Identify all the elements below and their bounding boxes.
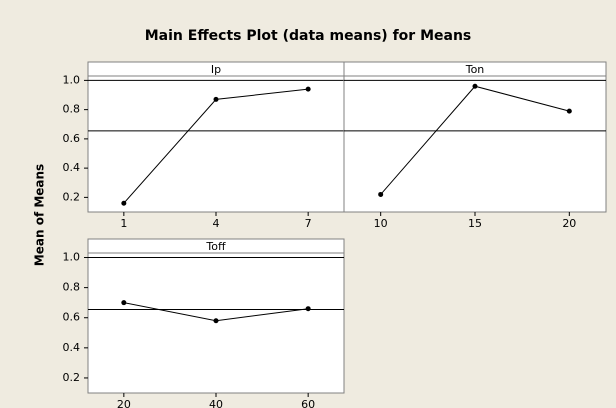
x-tick-label: 1 (120, 217, 127, 230)
plot-area (343, 75, 607, 213)
x-tick-label: 20 (562, 217, 576, 230)
y-tick-label: 1.0 (63, 251, 81, 264)
x-tick-label: 20 (117, 398, 131, 408)
panel-title: Toff (205, 240, 226, 253)
x-tick-label: 7 (305, 217, 312, 230)
panel-title: Ip (211, 63, 221, 76)
x-tick-label: 40 (209, 398, 223, 408)
plot-area (87, 75, 345, 213)
data-point (472, 83, 478, 89)
y-tick-label: 0.2 (63, 190, 81, 203)
y-tick-label: 0.4 (63, 161, 81, 174)
data-point (213, 96, 219, 102)
x-tick-label: 15 (468, 217, 482, 230)
y-tick-label: 0.6 (63, 132, 81, 145)
data-point (566, 108, 572, 114)
data-point (121, 300, 127, 306)
x-tick-label: 4 (213, 217, 220, 230)
y-tick-label: 0.2 (63, 371, 81, 384)
x-tick-label: 60 (301, 398, 315, 408)
panel-strip (343, 61, 607, 77)
y-tick-label: 1.0 (63, 73, 81, 86)
data-point (121, 200, 127, 206)
y-axis-label: Mean of Means (33, 164, 47, 266)
y-tick-label: 0.8 (63, 281, 81, 294)
panel-title: Ton (465, 63, 485, 76)
data-point (213, 318, 219, 324)
panel-strip (87, 238, 345, 254)
y-tick-label: 0.8 (63, 103, 81, 116)
x-tick-label: 10 (374, 217, 388, 230)
data-point (305, 86, 311, 92)
data-point (305, 306, 311, 312)
y-tick-label: 0.6 (63, 311, 81, 324)
data-point (378, 191, 384, 197)
chart-title: Main Effects Plot (data means) for Means (145, 28, 472, 44)
y-tick-label: 0.4 (63, 341, 81, 354)
